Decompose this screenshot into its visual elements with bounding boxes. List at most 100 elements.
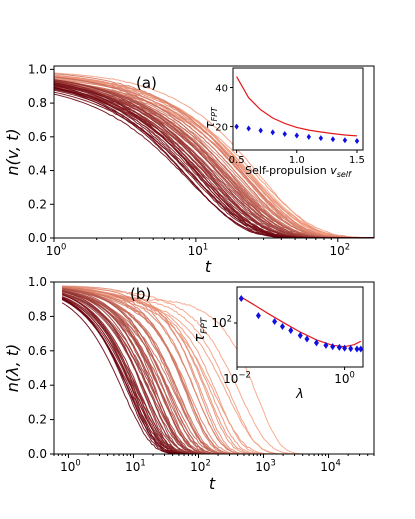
inset-b-marker [297,331,303,339]
curve-b-51 [61,296,368,454]
curve-b-52 [61,298,368,454]
x-tick-label-b-0: 100 [60,458,81,474]
curve-b-50 [61,293,368,454]
y-axis-label-a: n(v, t) [3,128,22,175]
inset-b-marker [313,339,319,347]
y-tick-label-b-3: 0.6 [28,344,47,358]
inset-b-y-label-sub: FPT [200,316,210,334]
inset-a-x-label: Self-propulsion vself [245,164,352,179]
y-tick-label-a-0: 0.0 [28,231,47,245]
inset-a-marker [234,123,239,130]
curve-a-3 [54,72,374,238]
y-ticks-b: 0.0 0.2 0.4 0.6 0.8 1.0 [28,275,54,461]
inset-b-y-label: τFPT [192,316,210,342]
curve-b-27 [62,287,368,454]
curve-b-43 [61,292,368,454]
curve-b-39 [61,293,368,454]
inset-b-marker [342,344,348,352]
inset-b-marker [330,343,336,351]
curve-b-49 [61,294,368,454]
curve-a-9 [54,74,374,238]
y-tick-label-a-5: 1.0 [28,62,47,76]
inset-a: 0.5 1.0 1.5 20 40 Self-propulsion vself τFPT [203,67,365,179]
curve-b-40 [61,290,368,454]
inset-a-marker [354,138,360,145]
x-ticks-a: 100 101 102 [46,238,350,258]
curve-b-34 [62,288,368,454]
inset-a-x-label-text: Self-propulsion [245,164,330,177]
y-tick-label-a-4: 0.8 [28,96,47,110]
y-axis-label-b: n(λ, t) [3,344,22,393]
inset-a-marker [270,129,275,136]
y-tick-label-a-3: 0.6 [28,130,47,144]
inset-a-marker [282,130,287,137]
inset-a-marker [306,133,312,140]
y-tick-label-b-2: 0.4 [28,378,47,392]
curve-b-55 [61,299,368,454]
inset-b-marker [288,326,294,334]
y-tick-label-a-2: 0.4 [28,164,47,178]
inset-a-y-tick-label: 40 [215,84,228,95]
curve-b-57 [61,297,368,454]
curve-a-55 [54,91,374,238]
inset-b-marker [336,343,342,351]
inset-b-marker [238,294,244,302]
x-tick-label-a-1: 101 [188,242,209,258]
curve-b-1 [62,286,368,454]
inset-b-marker [358,345,364,353]
plot-frame-a [53,65,375,239]
inset-a-y-tick-label: 20 [215,123,228,134]
curve-b-33 [62,290,368,454]
inset-a-x-tick-label: 0.5 [229,155,245,166]
inset-b-y-tick-label: 102 [211,314,232,330]
inset-a-marker [294,132,299,139]
panel-a: 0.0 0.2 0.4 0.6 0.8 1.0 100 101 102 (a) t n(v, … [3,62,375,276]
curve-b-17 [62,286,368,454]
x-tick-label-b-3: 103 [255,458,276,474]
curve-b-46 [61,296,368,454]
inset-b-marker [279,322,285,330]
inset-a-marker [318,135,324,142]
inset-a-marker [258,127,263,134]
inset-a-marker [246,125,251,132]
inset-b-x-tick-label: 10−2 [223,370,251,386]
y-tick-label-b-1: 0.2 [28,413,47,427]
panel-label-b: (b) [130,285,151,303]
plot-frame-b [53,281,375,455]
inset-a-x-label-sub: self [337,170,352,179]
inset-b-x-tick-label: 100 [334,370,355,386]
curve-b-16 [62,287,368,454]
inset-b-marker [272,318,278,326]
inset-a-x-label-var: v [330,164,337,177]
inset-b-marker [348,345,354,353]
inset-frame-a [232,67,364,151]
y-tick-label-b-4: 0.8 [28,309,47,323]
inset-a-series [234,76,360,145]
inset-a-x-tick-label: 1.5 [349,155,365,166]
x-axis-label-b: t [209,474,216,493]
inset-b: 10−2 100 102 λ τFPT [192,286,364,402]
curve-b-41 [61,292,368,454]
inset-b-y-label-var: τ [192,333,208,342]
inset-b-model-line [240,296,362,348]
x-ticks-b: 100 101 102 103 104 [53,454,375,474]
inset-a-ticks: 0.5 1.0 1.5 20 40 [215,84,365,166]
curve-a-39 [54,81,374,238]
x-axis-label-a: t [205,257,212,276]
inset-b-series [238,294,364,353]
curve-b-10 [62,285,368,454]
inset-a-marker [342,137,348,144]
curve-b-15 [62,287,368,454]
x-tick-label-b-1: 101 [125,458,146,474]
curve-b-58 [61,297,368,454]
y-tick-label-b-5: 1.0 [28,275,47,289]
inset-b-x-label: λ [295,387,304,402]
curve-a-13 [54,76,374,238]
inset-b-marker [304,335,310,343]
panel-b: 0.0 0.2 0.4 0.6 0.8 1.0 100 101 102 103 104 (b) t… [3,275,375,493]
x-tick-label-a-2: 102 [329,242,350,258]
y-tick-label-a-1: 0.2 [28,197,47,211]
inset-a-y-label: τFPT [203,106,219,129]
inset-a-model-line [236,76,358,137]
